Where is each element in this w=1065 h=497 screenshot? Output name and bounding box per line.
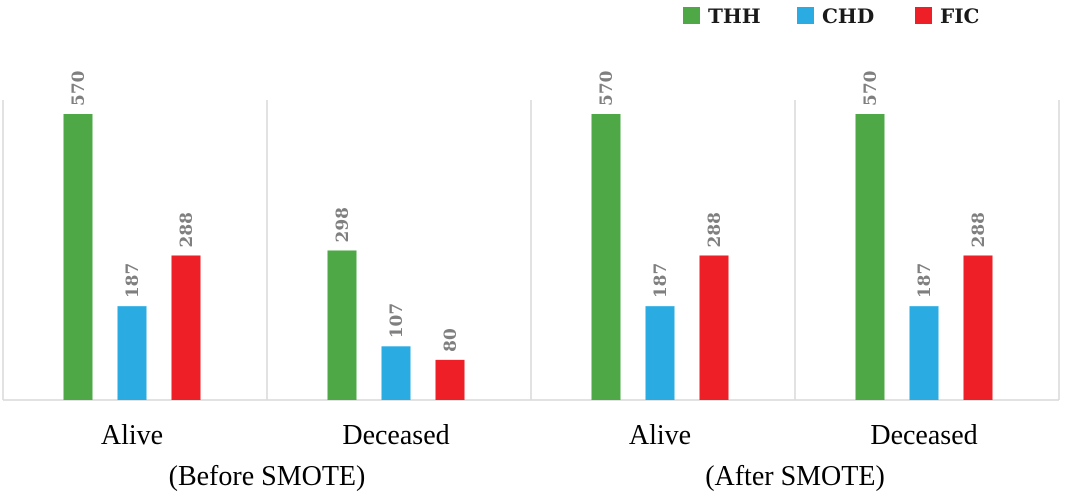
value-label: 187 [651,263,671,299]
legend-swatch-thh [683,7,700,24]
bar-thh [63,114,93,400]
bar-chd [381,346,411,400]
bar-fic [963,255,993,400]
value-label: 570 [861,70,881,106]
bar-thh [327,250,357,400]
bar-fic [435,359,465,400]
legend-label: FIC [940,4,979,28]
value-label: 80 [441,328,461,352]
value-label: 570 [69,70,89,106]
value-label: 288 [177,212,197,248]
bar-fic [699,255,729,400]
value-label: 288 [705,212,725,248]
legend-label: THH [708,4,761,28]
value-label: 570 [597,70,617,106]
category-label: Alive [101,420,163,451]
bar-thh [591,114,621,400]
group-label: (Before SMOTE) [169,461,366,492]
bar-chd [117,306,147,400]
bar-chd [909,306,939,400]
plot-area: 570 187 288 298 107 80 570 187 288 570 187 288 [2,70,1060,401]
bar-chd [645,306,675,400]
value-label: 187 [915,263,935,299]
category-label: Deceased [870,420,977,451]
value-label: 107 [387,303,407,339]
value-label: 298 [333,207,353,243]
category-labels: Alive Deceased Alive Deceased (Before SMOTE)… [101,420,978,492]
bar-thh [855,114,885,400]
category-label: Alive [629,420,691,451]
legend-swatch-chd [797,7,814,24]
value-label: 187 [123,263,143,299]
bar-fic [171,255,201,400]
legend-swatch-fic [915,7,932,24]
legend-label: CHD [822,4,874,28]
group-label: (After SMOTE) [705,461,885,492]
legend: THH CHD FIC [683,4,979,28]
value-label: 288 [969,212,989,248]
category-label: Deceased [342,420,449,451]
